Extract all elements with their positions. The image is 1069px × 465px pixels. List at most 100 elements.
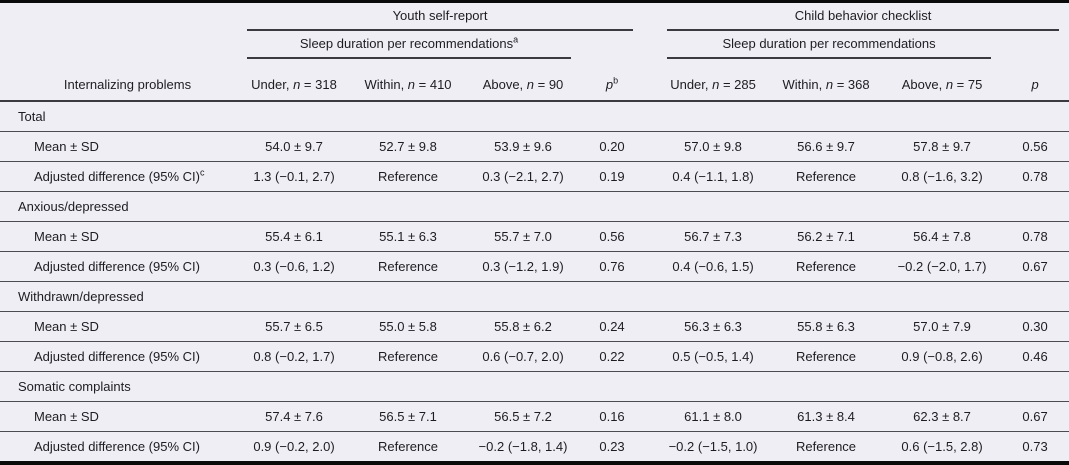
table-row: Mean ± SD 55.4 ± 6.1 55.1 ± 6.3 55.7 ± 7…	[0, 221, 1069, 252]
value-cell: 62.3 ± 8.7	[883, 401, 1002, 432]
value-cell: 0.9 (−0.2, 2.0)	[237, 431, 351, 464]
section-header: Total	[0, 101, 1069, 132]
subgroup-title-label: Sleep duration per recommendations	[299, 36, 514, 51]
value-cell: 55.8 ± 6.3	[769, 311, 884, 342]
column-header-within: Within, n = 368	[769, 59, 884, 102]
section-header: Somatic complaints	[0, 371, 1069, 402]
p-value-cell: 0.67	[1001, 401, 1069, 432]
section-row: Total	[0, 101, 1069, 132]
group-title-row: Youth self-report Child behavior checkli…	[0, 2, 1069, 32]
p-value-cell: 0.46	[1001, 341, 1069, 372]
value-cell: 55.7 ± 6.5	[237, 311, 351, 342]
value-cell: −0.2 (−1.8, 1.4)	[465, 431, 581, 464]
group-title-cbcl: Child behavior checklist	[657, 2, 1069, 31]
value-cell: 55.4 ± 6.1	[237, 221, 351, 252]
p-value-cell: 0.67	[1001, 251, 1069, 282]
value-cell: 56.5 ± 7.2	[465, 401, 581, 432]
value-cell: 0.3 (−2.1, 2.7)	[465, 161, 581, 192]
value-cell: Reference	[351, 431, 465, 464]
value-cell: −0.2 (−1.5, 1.0)	[657, 431, 770, 464]
p-value-cell: 0.73	[1001, 431, 1069, 464]
value-cell: 56.2 ± 7.1	[769, 221, 884, 252]
table-row: Adjusted difference (95% CI) 0.3 (−0.6, …	[0, 251, 1069, 282]
column-header-within: Within, n = 410	[351, 59, 465, 102]
column-header-p: pb	[581, 59, 644, 102]
column-header-above: Above, n = 90	[465, 59, 581, 102]
value-cell: 0.5 (−0.5, 1.4)	[657, 341, 770, 372]
value-cell: 57.0 ± 9.8	[657, 131, 770, 162]
value-cell: Reference	[351, 341, 465, 372]
row-label: Adjusted difference (95% CI)	[0, 341, 237, 372]
group-gap	[643, 341, 658, 372]
value-cell: 56.7 ± 7.3	[657, 221, 770, 252]
row-label: Adjusted difference (95% CI)	[0, 251, 237, 282]
table-row: Adjusted difference (95% CI) 0.9 (−0.2, …	[0, 431, 1069, 464]
section-row: Withdrawn/depressed	[0, 281, 1069, 312]
value-cell: 0.3 (−1.2, 1.9)	[465, 251, 581, 282]
value-cell: 0.6 (−1.5, 2.8)	[883, 431, 1002, 464]
value-cell: 0.4 (−0.6, 1.5)	[657, 251, 770, 282]
p-value-cell: 0.56	[581, 221, 644, 252]
row-label: Mean ± SD	[0, 311, 237, 342]
value-cell: 57.0 ± 7.9	[883, 311, 1002, 342]
value-cell: 56.3 ± 6.3	[657, 311, 770, 342]
row-label: Mean ± SD	[0, 221, 237, 252]
empty-cell	[581, 31, 643, 59]
corner-cell	[0, 2, 237, 32]
value-cell: Reference	[351, 251, 465, 282]
column-header-above: Above, n = 75	[883, 59, 1002, 102]
corner-cell	[0, 31, 237, 59]
p-value-cell: 0.76	[581, 251, 644, 282]
row-label: Adjusted difference (95% CI)	[0, 431, 237, 464]
footnote-marker: b	[613, 75, 619, 86]
table-row: Mean ± SD 57.4 ± 7.6 56.5 ± 7.1 56.5 ± 7…	[0, 401, 1069, 432]
value-cell: 53.9 ± 9.6	[465, 131, 581, 162]
p-value-cell: 0.78	[1001, 161, 1069, 192]
group-gap	[643, 2, 657, 32]
row-group-header: Internalizing problems	[0, 59, 237, 102]
group-title-label: Youth self-report	[392, 8, 488, 23]
p-value-cell: 0.20	[581, 131, 644, 162]
column-header-p: p	[1001, 59, 1069, 102]
group-gap	[643, 401, 658, 432]
p-value-cell: 0.16	[581, 401, 644, 432]
subgroup-title-row: Sleep duration per recommendationsa Slee…	[0, 31, 1069, 59]
p-value-cell: 0.30	[1001, 311, 1069, 342]
value-cell: 0.4 (−1.1, 1.8)	[657, 161, 770, 192]
section-header: Withdrawn/depressed	[0, 281, 1069, 312]
footnote-marker: a	[513, 34, 519, 45]
value-cell: Reference	[769, 251, 884, 282]
group-gap	[643, 31, 657, 59]
group-gap	[643, 221, 658, 252]
value-cell: 61.1 ± 8.0	[657, 401, 770, 432]
value-cell: 56.6 ± 9.7	[769, 131, 884, 162]
group-title-youth: Youth self-report	[237, 2, 643, 31]
value-cell: 55.1 ± 6.3	[351, 221, 465, 252]
value-cell: 55.0 ± 5.8	[351, 311, 465, 342]
value-cell: 1.3 (−0.1, 2.7)	[237, 161, 351, 192]
group-gap	[643, 431, 658, 464]
subgroup-title-cbcl: Sleep duration per recommendations	[657, 31, 1001, 59]
value-cell: 0.9 (−0.8, 2.6)	[883, 341, 1002, 372]
group-gap	[643, 161, 658, 192]
row-label: Adjusted difference (95% CI)c	[0, 161, 237, 192]
subgroup-title-label: Sleep duration per recommendations	[722, 36, 936, 51]
value-cell: Reference	[769, 161, 884, 192]
value-cell: 52.7 ± 9.8	[351, 131, 465, 162]
p-value-cell: 0.22	[581, 341, 644, 372]
group-title-label: Child behavior checklist	[794, 8, 932, 23]
value-cell: −0.2 (−2.0, 1.7)	[883, 251, 1002, 282]
column-header-row: Internalizing problems Under, n = 318 Wi…	[0, 59, 1069, 102]
group-gap	[643, 251, 658, 282]
value-cell: 61.3 ± 8.4	[769, 401, 884, 432]
table-row: Adjusted difference (95% CI)c 1.3 (−0.1,…	[0, 161, 1069, 192]
empty-cell	[1001, 31, 1069, 59]
value-cell: 0.6 (−0.7, 2.0)	[465, 341, 581, 372]
section-row: Somatic complaints	[0, 371, 1069, 402]
row-label: Mean ± SD	[0, 401, 237, 432]
value-cell: 56.4 ± 7.8	[883, 221, 1002, 252]
value-cell: 57.8 ± 9.7	[883, 131, 1002, 162]
value-cell: 0.3 (−0.6, 1.2)	[237, 251, 351, 282]
section-header: Anxious/depressed	[0, 191, 1069, 222]
